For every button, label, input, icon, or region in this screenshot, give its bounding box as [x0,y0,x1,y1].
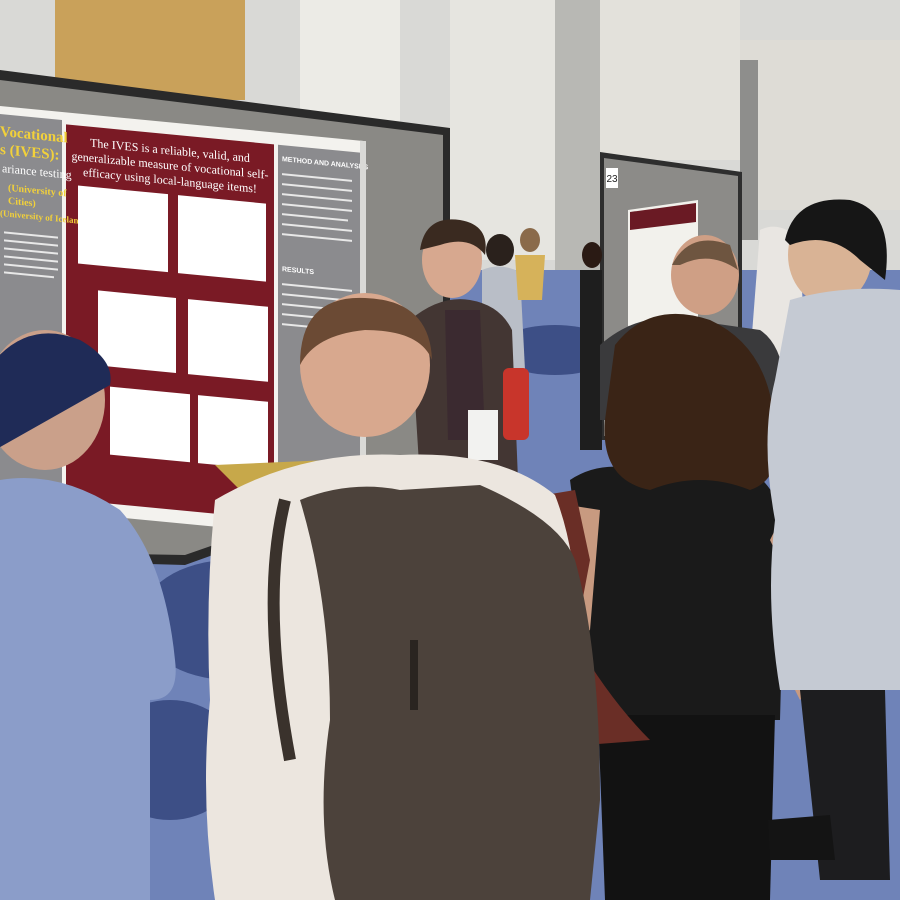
text-line [282,173,352,182]
text-line [4,239,58,247]
poster-small-header [630,203,696,230]
person-hair [785,199,887,280]
poster-left-subtitle: s (IVES): [0,142,60,164]
poster-figure [198,395,268,470]
poster-figure [98,290,176,373]
poster-figure [178,195,266,282]
checked-shirt [0,478,176,900]
wall-panel [740,40,900,210]
text-line [282,193,352,202]
cap [0,333,111,448]
wall-panel [600,0,740,160]
woman-trousers [598,715,775,900]
person-body [515,255,545,300]
backpack-zip [410,640,418,710]
name-badge [468,410,498,460]
person-hair [672,240,738,270]
text-line [4,255,58,263]
text-line [282,213,348,222]
text-line [4,247,58,255]
text-line [4,263,58,271]
poster-figure [78,185,168,273]
presenter-hair [420,219,486,255]
text-line [4,271,54,279]
text-line [282,283,352,292]
poster-body-lines [4,173,352,332]
wall-panel [300,0,400,130]
board-number-plate [606,168,618,188]
pillar [740,60,758,240]
text-line [282,233,352,242]
text-line [282,203,352,212]
backpack-strap [267,498,296,762]
person-hair [300,297,432,365]
poster-left-title: Vocational [0,124,68,146]
poster-figure [188,299,268,382]
text-line [4,231,58,239]
water-bottle [503,368,529,440]
poster-section-heading: RESULTS [282,266,314,276]
grey-jacket [767,288,900,690]
presenter-shirt [445,310,485,440]
woman-hair [604,313,776,490]
pillar [555,0,600,280]
woman-top [570,466,785,720]
text-line [282,223,352,232]
person-head [486,234,514,266]
poster-left-line: ariance testing [2,161,72,182]
poster-figure [110,386,190,463]
person-head [582,242,602,268]
text-line [282,183,352,192]
shoe [768,815,835,860]
text-line [282,293,352,302]
backpack [300,485,600,900]
board-number: 23 [606,174,618,185]
person-body [580,270,602,450]
person-head [520,228,540,252]
poster-affiliation: Cities) [8,196,36,210]
